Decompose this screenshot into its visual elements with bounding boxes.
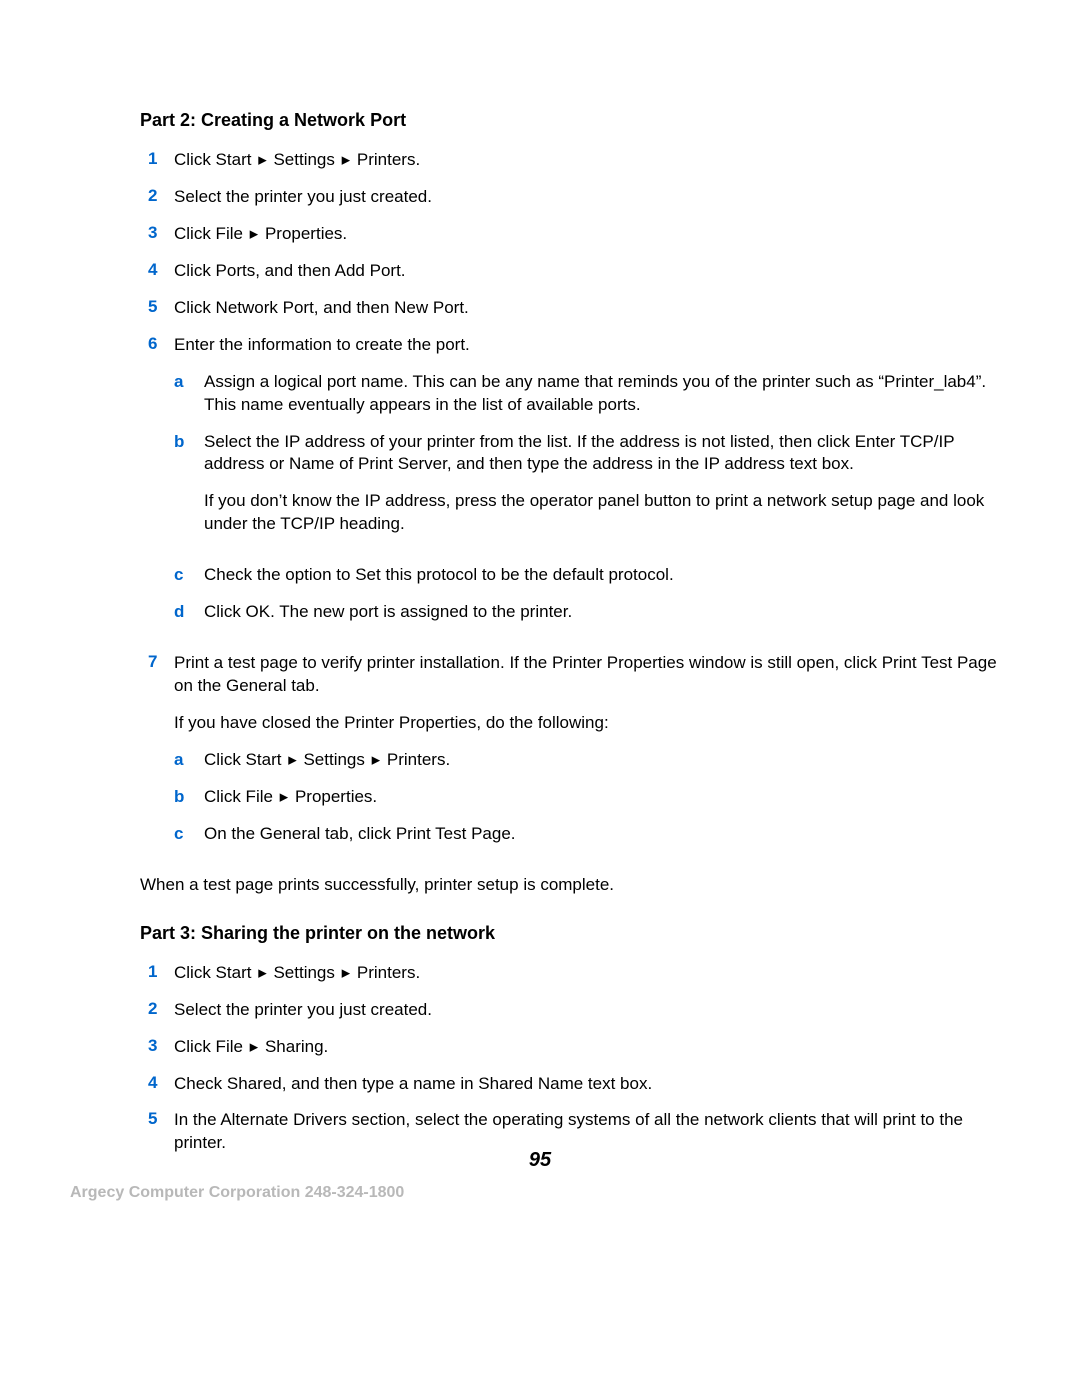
substep-text: If you don’t know the IP address, press …	[204, 490, 1010, 536]
substep-marker: c	[174, 564, 204, 587]
step-number: 2	[140, 186, 174, 206]
part2-heading: Part 2: Creating a Network Port	[140, 110, 1010, 131]
step-6: 6 Enter the information to create the po…	[140, 334, 1010, 638]
step-5: 5 Click Network Port, and then New Port.	[140, 297, 1010, 320]
step-text: Click File ▸ Sharing.	[174, 1036, 1010, 1059]
text-fragment: Printers.	[352, 963, 420, 982]
part3-section: Part 3: Sharing the printer on the netwo…	[140, 923, 1010, 1156]
text-fragment: Printers.	[382, 750, 450, 769]
text-fragment: Click Start	[174, 150, 256, 169]
text-fragment: Settings	[299, 750, 370, 769]
text-fragment: Settings	[269, 150, 340, 169]
step-number: 1	[140, 149, 174, 169]
substep-b: b Select the IP address of your printer …	[174, 431, 1010, 551]
step-number: 4	[140, 260, 174, 280]
substep-text: Check the option to Set this protocol to…	[204, 564, 1010, 587]
substep-text: Click File ▸ Properties.	[204, 786, 1010, 809]
step-text: Print a test page to verify printer inst…	[174, 652, 1010, 698]
substep-c: c Check the option to Set this protocol …	[174, 564, 1010, 587]
page-number: 95	[0, 1149, 1080, 1172]
arrow-icon: ▸	[258, 150, 267, 169]
step-number: 5	[140, 1109, 174, 1129]
substep-text: Click Start ▸ Settings ▸ Printers.	[204, 749, 1010, 772]
text-fragment: Printers.	[352, 150, 420, 169]
step-text: Click Network Port, and then New Port.	[174, 297, 1010, 320]
step-number: 4	[140, 1073, 174, 1093]
arrow-icon: ▸	[250, 224, 259, 243]
text-fragment: Properties.	[290, 787, 377, 806]
substep-list: a Assign a logical port name. This can b…	[174, 371, 1010, 625]
step-text: Select the printer you just created.	[174, 999, 1010, 1022]
substep-list: a Click Start ▸ Settings ▸ Printers. b C…	[174, 749, 1010, 846]
substep-text: Select the IP address of your printer fr…	[204, 431, 1010, 477]
step-text: Select the printer you just created.	[174, 186, 1010, 209]
substep-d: d Click OK. The new port is assigned to …	[174, 601, 1010, 624]
step-text: Click Start ▸ Settings ▸ Printers.	[174, 962, 1010, 985]
arrow-icon: ▸	[250, 1037, 259, 1056]
arrow-icon: ▸	[342, 963, 351, 982]
step-body: Enter the information to create the port…	[174, 334, 1010, 638]
step-3: 3 Click File ▸ Properties.	[140, 223, 1010, 246]
substep-a: a Click Start ▸ Settings ▸ Printers.	[174, 749, 1010, 772]
part2-step-list: 1 Click Start ▸ Settings ▸ Printers. 2 S…	[140, 149, 1010, 860]
arrow-icon: ▸	[288, 750, 297, 769]
step-number: 1	[140, 962, 174, 982]
part3-heading: Part 3: Sharing the printer on the netwo…	[140, 923, 1010, 944]
text-fragment: Properties.	[260, 224, 347, 243]
step-2: 2 Select the printer you just created.	[140, 999, 1010, 1022]
step-text: Click File ▸ Properties.	[174, 223, 1010, 246]
step-text: Check Shared, and then type a name in Sh…	[174, 1073, 1010, 1096]
substep-marker: b	[174, 431, 204, 454]
text-fragment: Settings	[269, 963, 340, 982]
step-1: 1 Click Start ▸ Settings ▸ Printers.	[140, 149, 1010, 172]
step-4: 4 Click Ports, and then Add Port.	[140, 260, 1010, 283]
substep-marker: d	[174, 601, 204, 624]
step-number: 5	[140, 297, 174, 317]
step-7: 7 Print a test page to verify printer in…	[140, 652, 1010, 860]
step-1: 1 Click Start ▸ Settings ▸ Printers.	[140, 962, 1010, 985]
step-3: 3 Click File ▸ Sharing.	[140, 1036, 1010, 1059]
text-fragment: Click File	[174, 1037, 248, 1056]
arrow-icon: ▸	[342, 150, 351, 169]
part2-section: Part 2: Creating a Network Port 1 Click …	[140, 110, 1010, 897]
substep-text: On the General tab, click Print Test Pag…	[204, 823, 1010, 846]
text-fragment: Click File	[174, 224, 248, 243]
part3-step-list: 1 Click Start ▸ Settings ▸ Printers. 2 S…	[140, 962, 1010, 1156]
arrow-icon: ▸	[258, 963, 267, 982]
text-fragment: Click File	[204, 787, 278, 806]
step-2: 2 Select the printer you just created.	[140, 186, 1010, 209]
substep-marker: a	[174, 749, 204, 772]
substep-marker: b	[174, 786, 204, 809]
step-text: Enter the information to create the port…	[174, 334, 1010, 357]
step-number: 3	[140, 223, 174, 243]
text-fragment: Click Start	[174, 963, 256, 982]
footer-text: Argecy Computer Corporation 248-324-1800	[70, 1184, 404, 1202]
step-number: 6	[140, 334, 174, 354]
step-text: Click Start ▸ Settings ▸ Printers.	[174, 149, 1010, 172]
text-fragment: Click Start	[204, 750, 286, 769]
substep-text: Assign a logical port name. This can be …	[204, 371, 1010, 417]
step-number: 2	[140, 999, 174, 1019]
substep-body: Select the IP address of your printer fr…	[204, 431, 1010, 551]
part2-closing: When a test page prints successfully, pr…	[140, 874, 1010, 897]
substep-marker: a	[174, 371, 204, 394]
step-4: 4 Check Shared, and then type a name in …	[140, 1073, 1010, 1096]
step-body: Print a test page to verify printer inst…	[174, 652, 1010, 860]
arrow-icon: ▸	[372, 750, 381, 769]
substep-c: c On the General tab, click Print Test P…	[174, 823, 1010, 846]
substep-b: b Click File ▸ Properties.	[174, 786, 1010, 809]
substep-marker: c	[174, 823, 204, 846]
step-number: 3	[140, 1036, 174, 1056]
arrow-icon: ▸	[280, 787, 289, 806]
substep-text: Click OK. The new port is assigned to th…	[204, 601, 1010, 624]
text-fragment: Sharing.	[260, 1037, 328, 1056]
step-text: If you have closed the Printer Propertie…	[174, 712, 1010, 735]
step-text: Click Ports, and then Add Port.	[174, 260, 1010, 283]
substep-a: a Assign a logical port name. This can b…	[174, 371, 1010, 417]
step-number: 7	[140, 652, 174, 672]
